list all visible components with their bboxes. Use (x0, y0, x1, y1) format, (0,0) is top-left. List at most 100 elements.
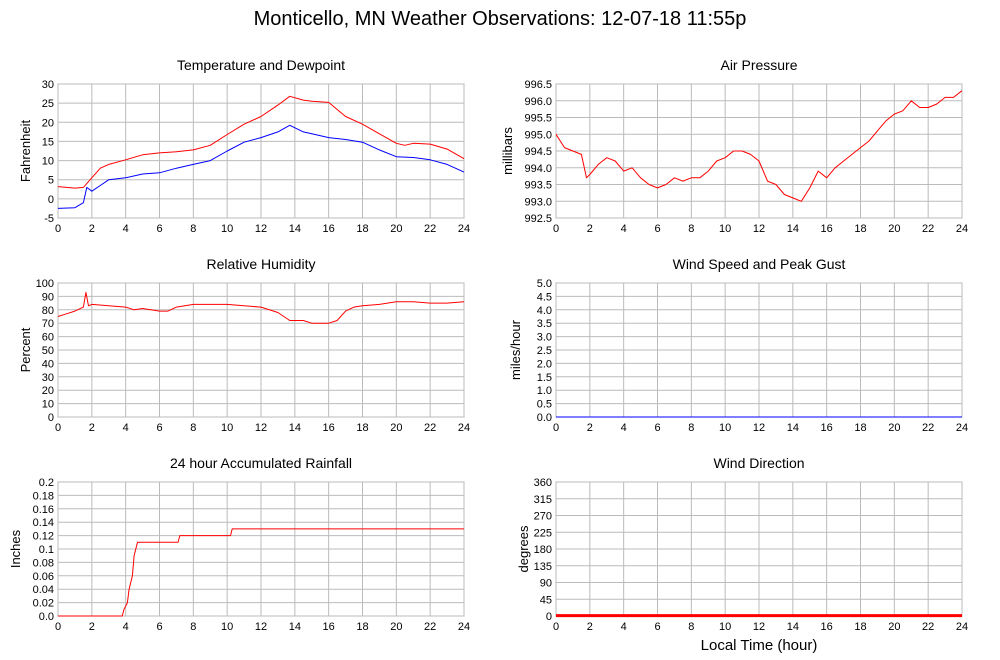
y-tick-label: 60 (42, 332, 54, 344)
x-tick-label: 8 (688, 621, 694, 633)
x-tick-label: 14 (289, 621, 301, 633)
y-tick-label: 0.16 (33, 504, 54, 516)
y-tick-label: 20 (42, 117, 54, 129)
x-tick-label: 10 (221, 621, 233, 633)
x-tick-label: 16 (323, 223, 335, 235)
y-tick-label: 993.0 (524, 196, 552, 208)
x-tick-label: 0 (55, 223, 61, 235)
y-axis-label: degrees (516, 525, 531, 572)
x-tick-label: 2 (89, 223, 95, 235)
y-tick-label: -5 (44, 213, 54, 225)
y-tick-label: 996.0 (524, 96, 552, 108)
x-tick-label: 10 (719, 223, 731, 235)
x-tick-label: 14 (787, 223, 799, 235)
x-tick-label: 22 (424, 223, 436, 235)
y-axis-label: Percent (18, 327, 33, 372)
y-tick-label: 0.04 (33, 584, 54, 596)
y-tick-label: 4.5 (537, 291, 552, 303)
y-tick-label: 0.1 (39, 544, 54, 556)
chart-temp: 0 2 4 6 8 10 12 14 16 18 20 22 24-5051015202530Tempe… (18, 57, 470, 235)
x-tick-label: 4 (123, 621, 129, 633)
x-tick-label: 16 (323, 422, 335, 434)
y-tick-label: 0.0 (537, 412, 552, 424)
series-line-1 (58, 528, 464, 617)
x-tick-label: 18 (356, 223, 368, 235)
x-tick-label: 14 (289, 422, 301, 434)
y-tick-label: 5.0 (537, 278, 552, 290)
x-tick-label: 14 (289, 223, 301, 235)
y-tick-label: 992.5 (524, 213, 552, 225)
y-tick-label: 100 (36, 278, 54, 290)
chart-rain: 0 2 4 6 8 10 12 14 16 18 20 22 240.00.020.040.060.08… (8, 455, 470, 633)
y-tick-label: 0 (48, 194, 54, 206)
x-tick-label: 14 (787, 422, 799, 434)
x-tick-label: 18 (356, 422, 368, 434)
chart-title: Wind Direction (713, 455, 804, 471)
chart-title: Temperature and Dewpoint (177, 57, 345, 73)
y-tick-label: 0.06 (33, 571, 54, 583)
series-line-2 (57, 124, 465, 209)
x-tick-label: 6 (654, 223, 660, 235)
chart-title: Wind Speed and Peak Gust (673, 256, 846, 272)
y-tick-label: 0 (546, 611, 552, 623)
series-line-1 (555, 90, 963, 202)
y-tick-label: 2.5 (537, 345, 552, 357)
y-tick-label: 995.5 (524, 113, 552, 125)
y-tick-label: 1.0 (537, 385, 552, 397)
x-tick-label: 0 (553, 223, 559, 235)
y-tick-label: 995.0 (524, 129, 552, 141)
x-tick-label: 10 (221, 223, 233, 235)
x-tick-label: 22 (922, 223, 934, 235)
x-tick-label: 24 (956, 621, 968, 633)
y-tick-label: 50 (42, 345, 54, 357)
chart-humidity: 0 2 4 6 8 10 12 14 16 18 20 22 240102030405060708090… (18, 256, 470, 434)
x-tick-label: 6 (156, 621, 162, 633)
x-tick-label: 24 (956, 223, 968, 235)
x-tick-label: 6 (654, 422, 660, 434)
y-tick-label: 45 (540, 594, 552, 606)
y-tick-label: 0.12 (33, 531, 54, 543)
x-tick-label: 0 (553, 422, 559, 434)
x-tick-label: 16 (821, 223, 833, 235)
y-tick-label: 15 (42, 136, 54, 148)
page-title: Monticello, MN Weather Observations: 12-… (253, 8, 747, 30)
y-tick-label: 90 (540, 578, 552, 590)
y-tick-label: 25 (42, 98, 54, 110)
y-tick-label: 996.5 (524, 79, 552, 91)
x-tick-label: 24 (458, 621, 470, 633)
x-tick-label: 10 (719, 621, 731, 633)
x-tick-label: 4 (621, 621, 627, 633)
x-tick-label: 0 (55, 621, 61, 633)
x-tick-label: 8 (190, 422, 196, 434)
y-tick-label: 10 (42, 399, 54, 411)
y-axis-label: miles/hour (508, 319, 523, 380)
y-tick-label: 0.18 (33, 490, 54, 502)
y-tick-label: 3.0 (537, 332, 552, 344)
x-tick-label: 2 (587, 223, 593, 235)
x-tick-label: 12 (255, 422, 267, 434)
x-tick-label: 16 (821, 621, 833, 633)
x-tick-label: 2 (587, 621, 593, 633)
x-tick-label: 0 (553, 621, 559, 633)
x-tick-label: 4 (123, 223, 129, 235)
chart-title: Relative Humidity (207, 256, 316, 272)
x-tick-label: 10 (221, 422, 233, 434)
y-tick-label: 225 (534, 527, 552, 539)
x-tick-label: 18 (854, 621, 866, 633)
y-tick-label: 1.5 (537, 372, 552, 384)
y-tick-label: 315 (534, 494, 552, 506)
x-tick-label: 20 (888, 621, 900, 633)
chart-title: 24 hour Accumulated Rainfall (170, 455, 352, 471)
x-tick-label: 2 (89, 422, 95, 434)
y-tick-label: 20 (42, 385, 54, 397)
x-tick-label: 18 (854, 223, 866, 235)
x-tick-label: 4 (621, 422, 627, 434)
y-tick-label: 0.02 (33, 598, 54, 610)
y-tick-label: 0.08 (33, 557, 54, 569)
x-tick-label: 20 (888, 422, 900, 434)
x-tick-label: 20 (390, 621, 402, 633)
x-tick-label: 12 (753, 223, 765, 235)
y-tick-label: 994.5 (524, 146, 552, 158)
chart-wind: 0 2 4 6 8 10 12 14 16 18 20 22 240.00.51.01.52.02.53… (508, 256, 968, 434)
